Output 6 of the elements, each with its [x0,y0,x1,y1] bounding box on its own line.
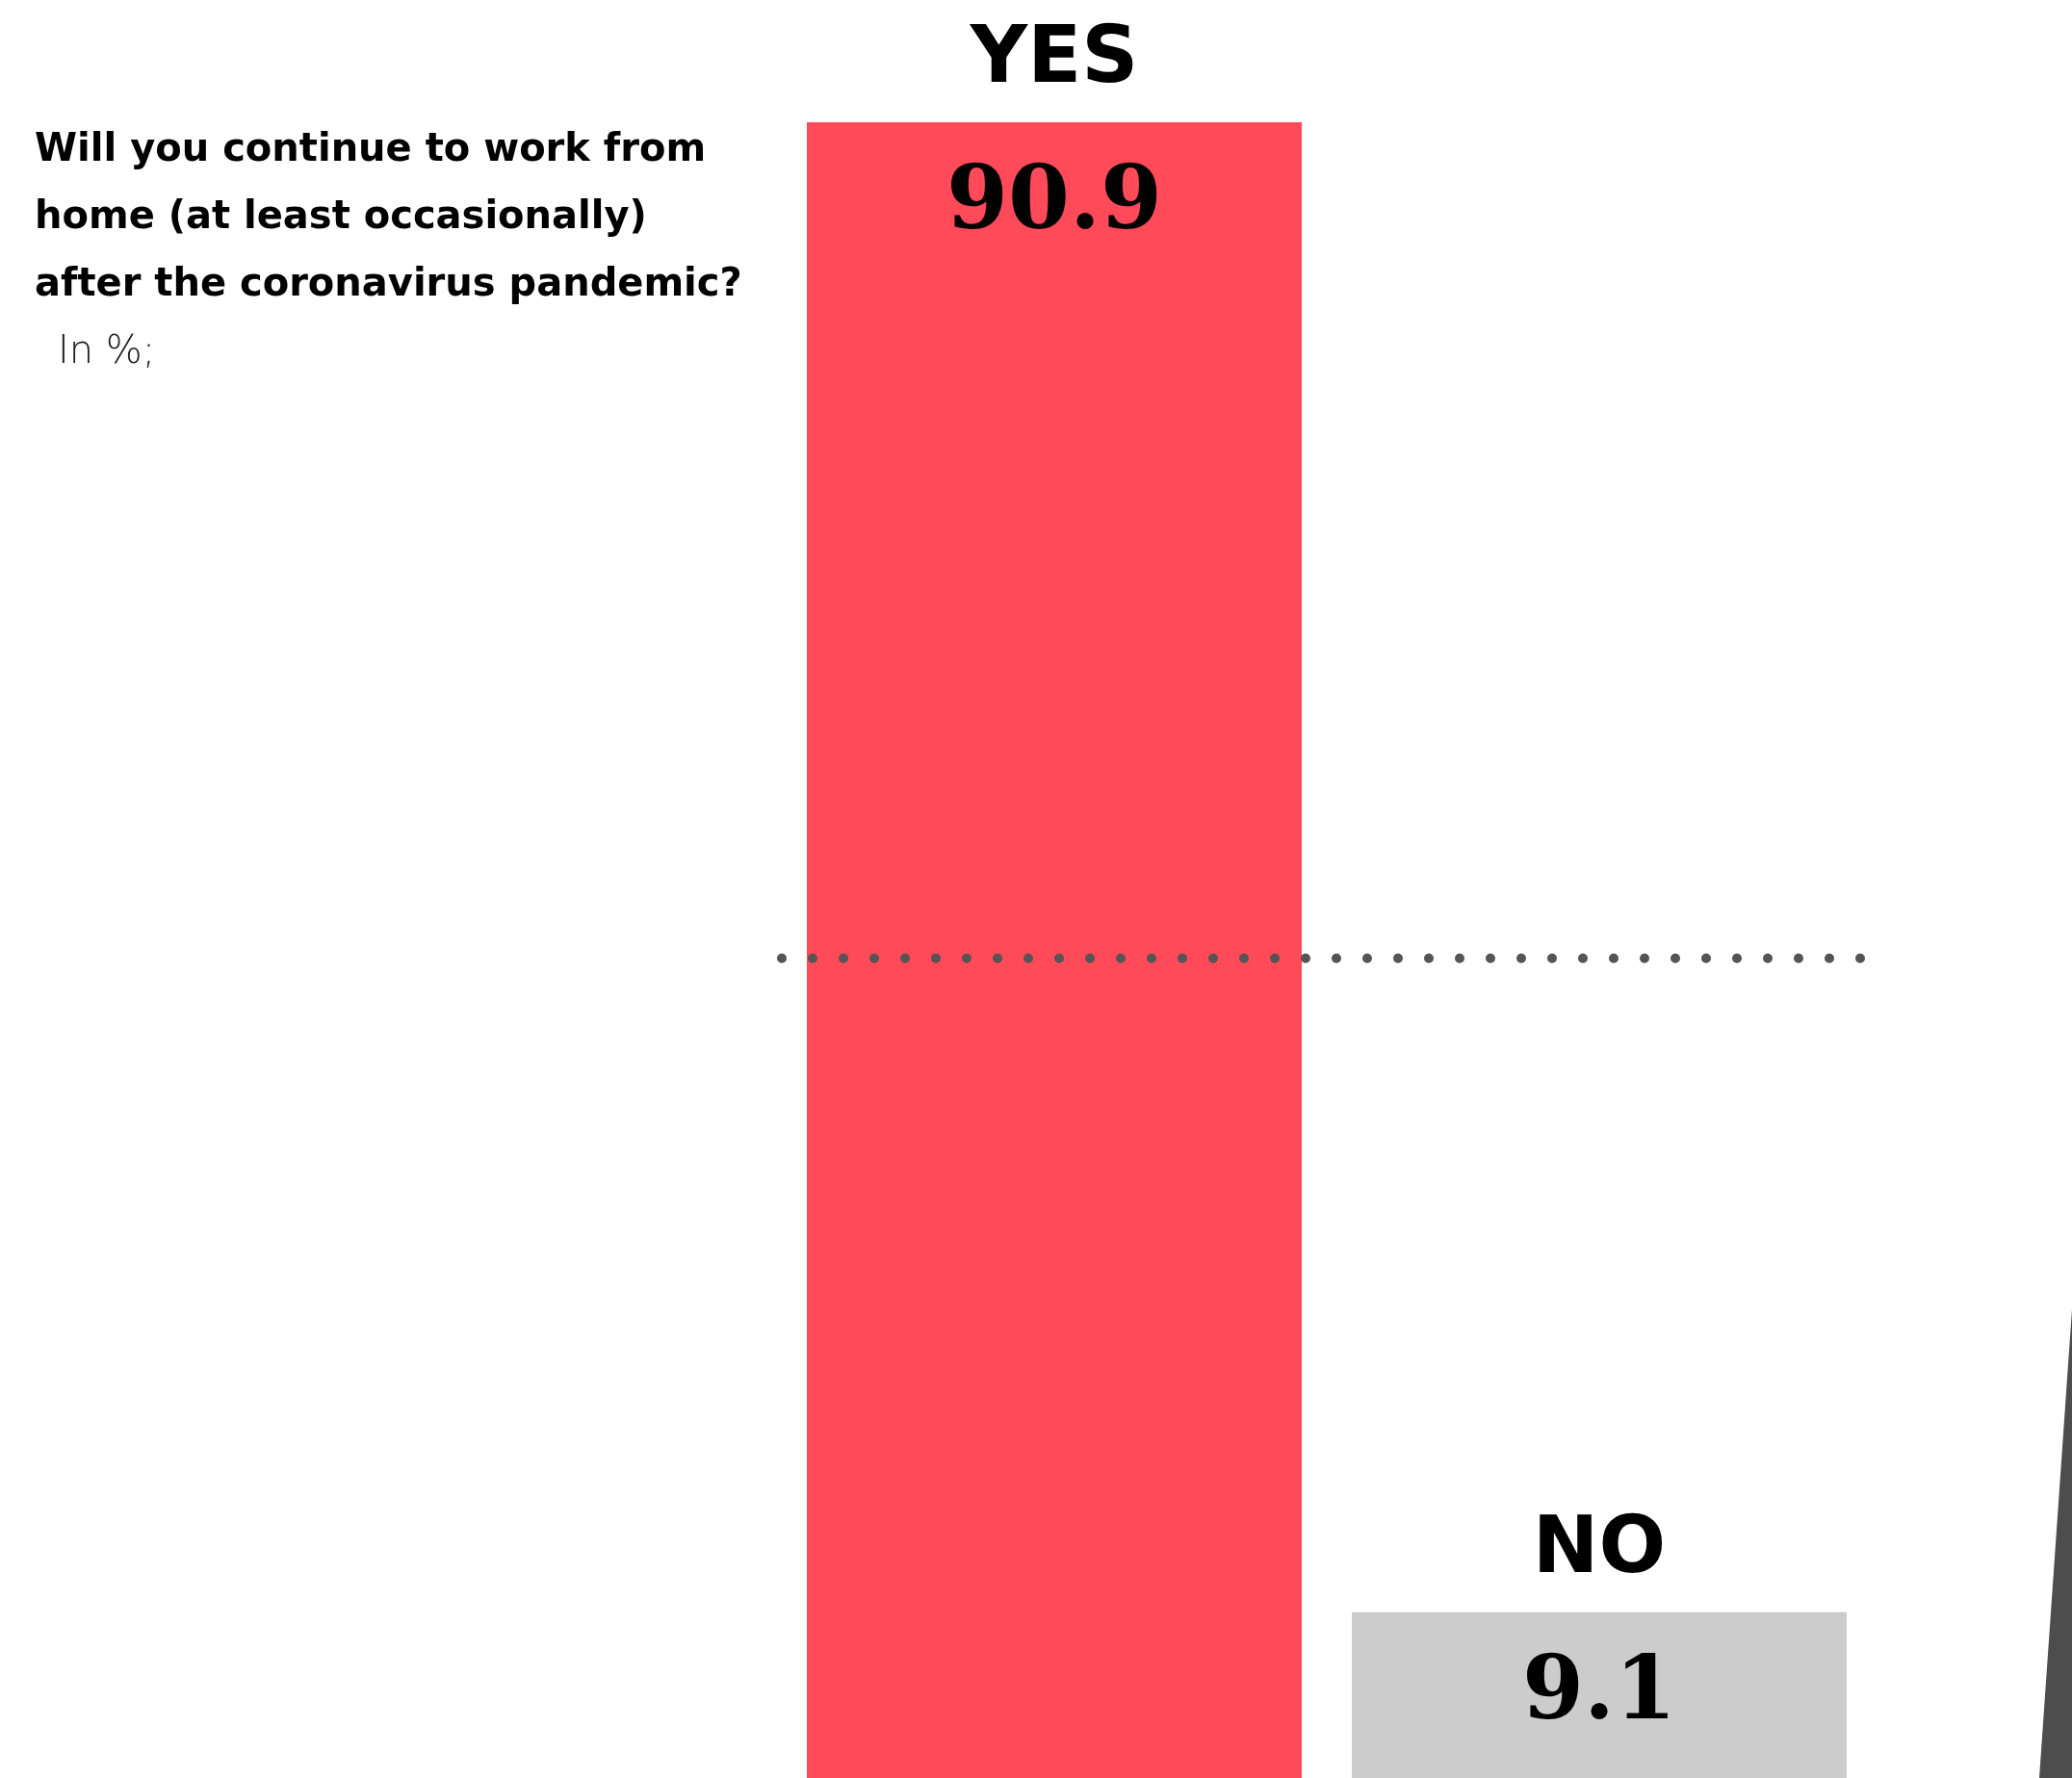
text: Will you continue to work from home (at least occasionally) after the coronavirus pandemic? [35,125,742,304]
text: In %; [58,327,156,372]
x-tick-label: NO [1532,1498,1667,1590]
data-label: 90.9 [945,145,1163,249]
data-label: 9.1 [1521,1635,1677,1739]
x-tick-label: YES [969,9,1139,100]
